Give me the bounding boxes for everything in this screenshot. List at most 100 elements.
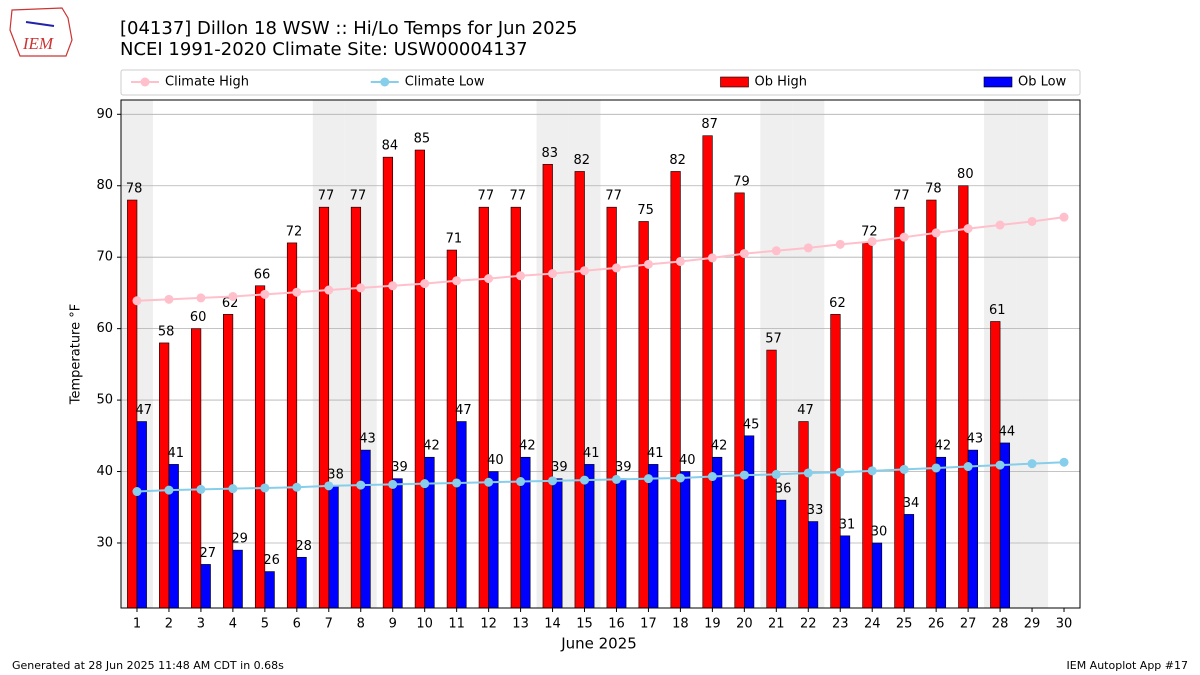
data-label: 72 xyxy=(286,224,303,239)
climate-point xyxy=(356,283,366,293)
climate-point xyxy=(707,253,717,263)
data-label: 42 xyxy=(935,439,952,454)
legend-label: Ob High xyxy=(755,75,808,90)
climate-point xyxy=(643,259,653,269)
x-axis-label: June 2025 xyxy=(560,635,637,653)
bar xyxy=(318,206,330,609)
data-label: 39 xyxy=(551,460,568,475)
bar xyxy=(232,549,243,609)
chart-subtitle: NCEI 1991-2020 Climate Site: USW00004137 xyxy=(120,39,528,60)
data-label: 77 xyxy=(893,189,910,204)
climate-point xyxy=(228,291,238,301)
y-tick-label: 50 xyxy=(96,393,113,408)
climate-point xyxy=(324,285,334,295)
climate-point xyxy=(260,483,270,493)
climate-point xyxy=(899,232,909,242)
climate-point xyxy=(228,484,238,494)
x-tick-label: 19 xyxy=(704,617,721,632)
bar xyxy=(839,535,851,609)
climate-point xyxy=(516,271,526,281)
climate-point xyxy=(675,256,685,266)
x-tick-label: 7 xyxy=(325,617,333,632)
data-label: 36 xyxy=(775,482,792,497)
bar xyxy=(446,249,457,609)
x-tick-label: 29 xyxy=(1024,617,1041,632)
data-label: 82 xyxy=(669,153,686,168)
climate-point xyxy=(388,479,398,489)
x-tick-label: 22 xyxy=(800,617,817,632)
climate-point xyxy=(995,220,1005,230)
climate-point xyxy=(899,464,909,474)
x-tick-label: 30 xyxy=(1056,617,1073,632)
data-label: 75 xyxy=(637,203,654,218)
bar xyxy=(414,149,425,609)
bar xyxy=(776,499,787,609)
climate-point xyxy=(1027,216,1037,226)
bar xyxy=(552,478,563,609)
x-tick-label: 9 xyxy=(389,617,397,632)
data-label: 60 xyxy=(190,310,207,325)
legend-box xyxy=(120,69,1081,96)
bar xyxy=(191,328,202,609)
climate-point xyxy=(484,477,494,487)
x-tick-label: 11 xyxy=(448,617,465,632)
bar xyxy=(871,542,883,609)
bar xyxy=(350,206,362,609)
bar xyxy=(478,206,489,609)
climate-point xyxy=(420,279,430,289)
data-label: 72 xyxy=(861,224,878,239)
logo: IEM xyxy=(9,7,73,57)
data-label: 62 xyxy=(829,296,846,311)
x-tick-label: 20 xyxy=(736,617,753,632)
bar xyxy=(967,449,979,609)
x-tick-label: 3 xyxy=(197,617,205,632)
climate-point xyxy=(931,228,941,238)
data-label: 87 xyxy=(701,117,718,132)
x-tick-label: 26 xyxy=(928,617,945,632)
bar xyxy=(894,206,905,609)
data-label: 44 xyxy=(999,424,1016,439)
bar xyxy=(766,349,777,609)
climate-line xyxy=(136,216,1065,302)
climate-point xyxy=(452,276,462,286)
data-label: 42 xyxy=(519,439,536,454)
bar xyxy=(830,314,841,609)
x-tick-label: 21 xyxy=(768,617,785,632)
legend-label: Climate Low xyxy=(405,75,485,90)
data-label: 29 xyxy=(231,532,248,547)
data-label: 27 xyxy=(199,546,216,561)
climate-point xyxy=(164,294,174,304)
climate-point xyxy=(643,474,653,484)
climate-point xyxy=(611,474,621,484)
bar xyxy=(392,478,403,609)
bar xyxy=(510,206,521,609)
bar xyxy=(200,564,211,609)
data-label: 47 xyxy=(455,403,472,418)
data-label: 38 xyxy=(327,467,344,482)
climate-point xyxy=(771,469,781,479)
data-label: 61 xyxy=(989,303,1006,318)
climate-point xyxy=(803,243,813,253)
climate-point xyxy=(548,269,558,279)
footer-left: Generated at 28 Jun 2025 11:48 AM CDT in… xyxy=(12,659,284,672)
legend-marker xyxy=(380,77,390,87)
legend-swatch xyxy=(983,76,1013,88)
bar xyxy=(222,314,234,609)
climate-point xyxy=(548,476,558,486)
plot-frame xyxy=(120,99,1081,609)
climate-point xyxy=(452,478,462,488)
climate-point xyxy=(260,289,270,299)
data-label: 47 xyxy=(136,403,153,418)
bar xyxy=(862,242,873,609)
data-label: 71 xyxy=(446,232,463,247)
climate-point xyxy=(931,463,941,473)
bar xyxy=(159,342,170,609)
bar xyxy=(574,171,585,609)
data-label: 45 xyxy=(743,417,760,432)
data-label: 57 xyxy=(765,332,782,347)
data-label: 40 xyxy=(679,453,696,468)
climate-point xyxy=(292,482,302,492)
bar xyxy=(616,478,627,609)
data-label: 26 xyxy=(263,553,280,568)
x-tick-label: 1 xyxy=(133,617,141,632)
